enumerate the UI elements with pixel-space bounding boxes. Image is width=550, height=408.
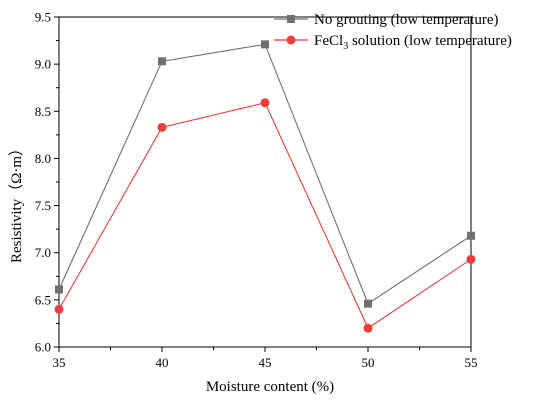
y-axis-title: Resistivity（Ω·m） [8,141,25,263]
series-no-grouting [55,40,475,308]
data-point [54,304,64,314]
data-point [158,57,166,66]
data-point [466,254,476,264]
x-tick-label: 35 [53,355,66,370]
x-tick-label: 45 [259,355,272,370]
legend-label-fecl3: FeCl3 solution (low temperature) [314,33,512,52]
legend: No grouting (low temperature) FeCl3 solu… [274,12,512,52]
y-tick-label: 7.5 [35,198,51,213]
series-layer [54,40,476,333]
x-tick-label: 55 [465,355,478,370]
legend-label-no-grouting: No grouting (low temperature) [314,12,499,28]
series-line [58,43,472,305]
y-tick-label: 8.5 [35,104,51,119]
y-tick-label: 7.0 [35,245,51,260]
y-tick-label: 6.0 [35,340,51,355]
y-tick-label: 6.5 [35,292,51,307]
x-tick-label: 40 [156,355,169,370]
legend-item-no-grouting: No grouting (low temperature) [274,12,499,28]
data-point [260,98,270,108]
y-tick-label: 8.0 [35,151,51,166]
x-tick-label: 50 [362,355,375,370]
series-fecl3-solution [54,98,476,333]
y-tick-label: 9.5 [35,10,51,25]
legend-label-fecl3-rest: solution (low temperature) [348,33,512,49]
data-point [363,323,373,333]
plot-frame [58,16,472,348]
data-point [157,122,167,132]
data-point [467,231,475,240]
legend-label-fecl3-main: FeCl [314,33,343,49]
y-tick-label: 9.0 [35,57,51,72]
legend-marker-circle [286,35,296,45]
data-point [261,40,269,49]
data-point [55,285,63,294]
legend-label-fecl3-subscript: 3 [343,41,348,52]
x-axis-title: Moisture content (%) [206,379,334,395]
data-point [364,299,372,308]
legend-item-fecl3-solution: FeCl3 solution (low temperature) [274,33,512,52]
axes: 35 40 45 50 55 6.0 6.5 7.0 7.5 8.0 8.5 9.0 9.5 [35,10,478,371]
legend-marker-square [287,15,295,23]
series-line [58,102,472,329]
